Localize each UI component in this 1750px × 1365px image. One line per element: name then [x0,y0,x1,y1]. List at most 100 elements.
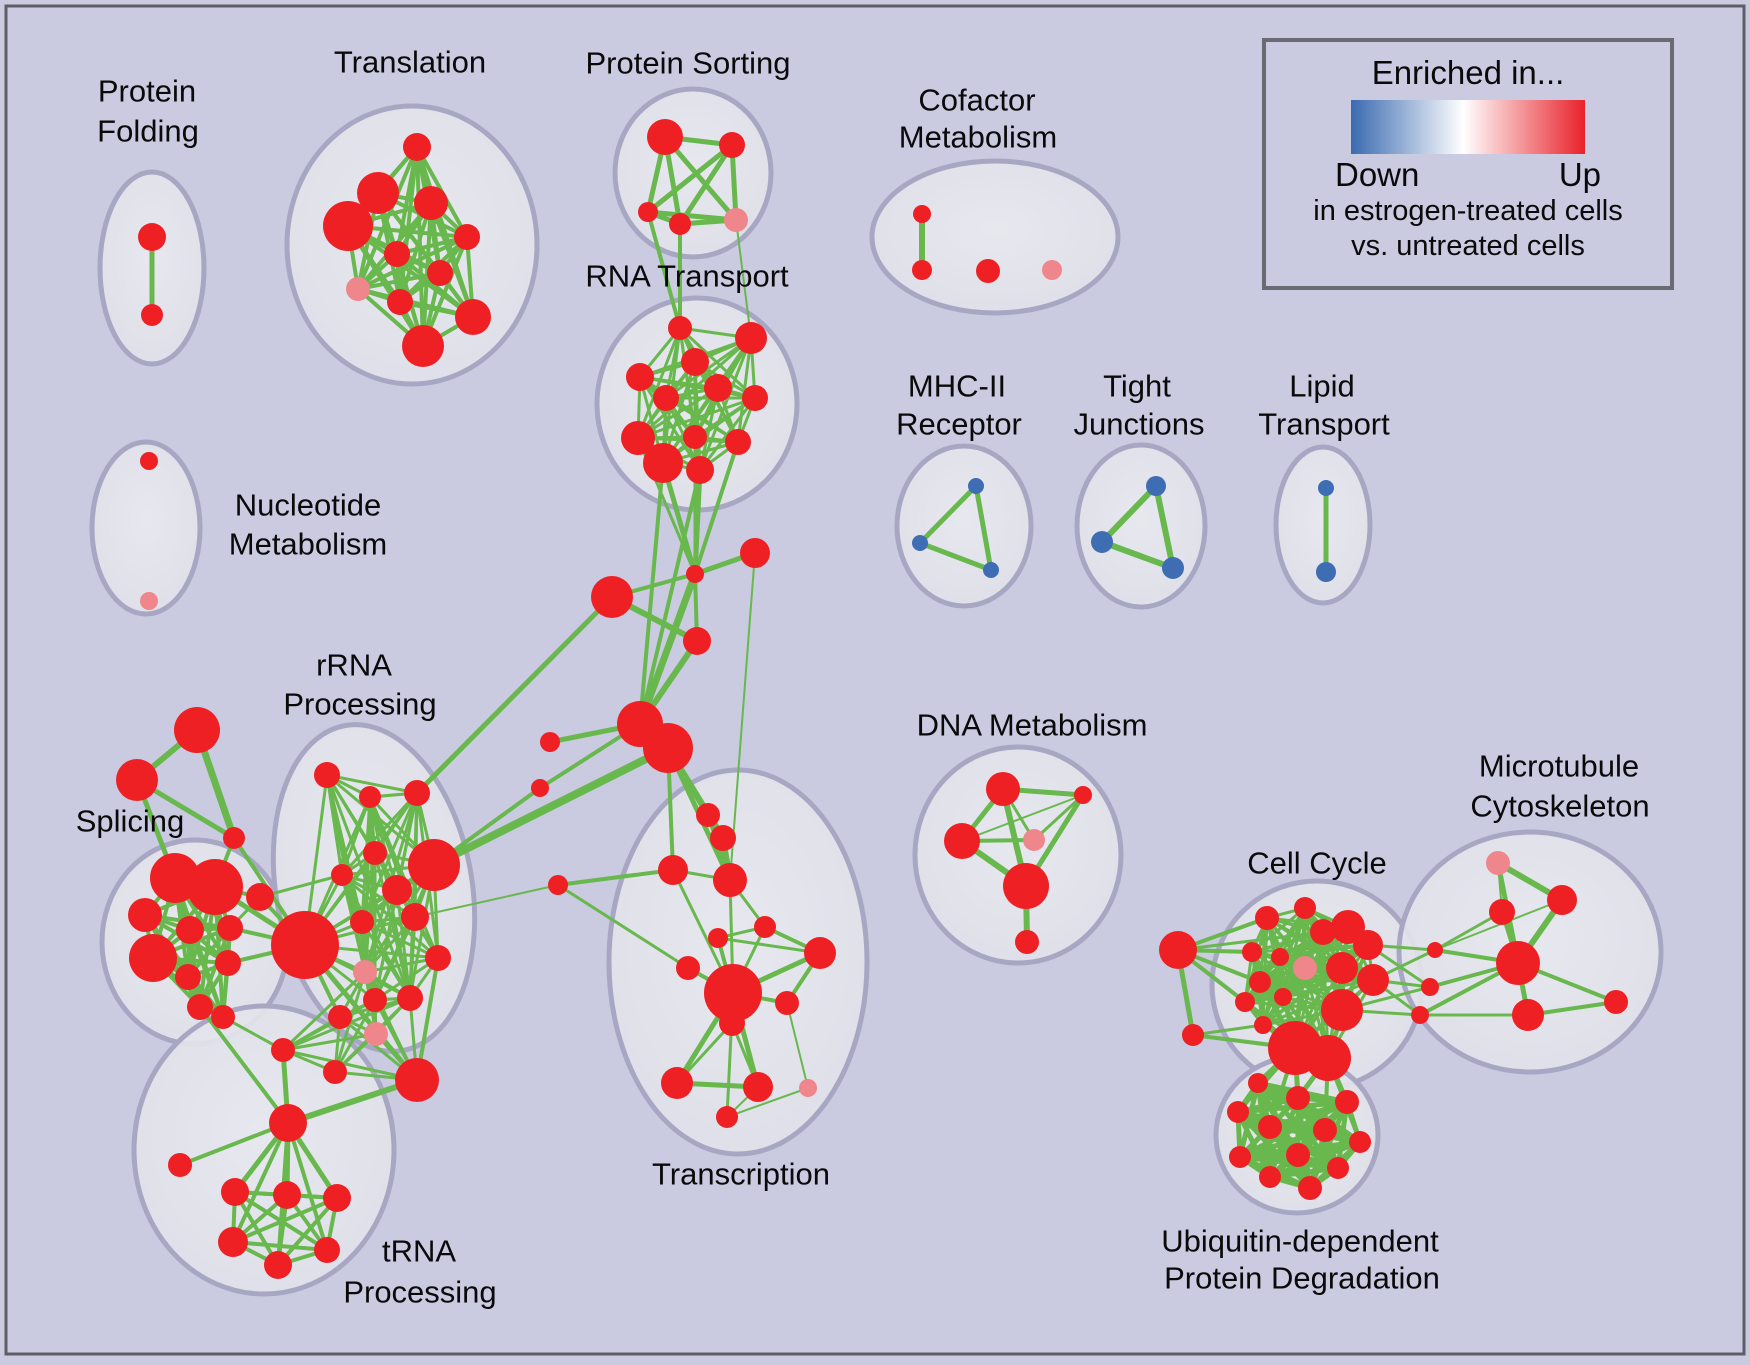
edge-rt12-ch1 [638,468,702,726]
node-tx11-red [719,1010,745,1036]
node-b1-red [328,1005,352,1029]
node-d2-red [1074,786,1092,804]
edge-tx3-tl [556,868,675,887]
node-cb-red [740,538,770,568]
node-cy15-red [1254,1016,1272,1034]
node-cm1-red [913,205,931,223]
node-d3-red [944,823,980,859]
cluster-labels: Protein Folding Translation Protein Sorting… [76,45,1650,1310]
cluster-label-cofactor-metabolism-line2: Metabolism [899,120,1058,155]
node-ps1-red [647,119,683,155]
edge-rt2-rt6 [664,336,753,400]
edge-ps3-rt1 [646,210,682,330]
node-r9-red [350,910,374,934]
node-r8-red [401,903,429,931]
node-h3-red [323,1184,351,1212]
node-trh-red [269,1104,307,1142]
cluster-label-ubiquitin-degradation-line1: Ubiquitin-dependent [1161,1224,1439,1259]
node-hub-red [271,911,339,979]
edge-tx10-tx14 [786,1002,809,1089]
edge-cy11-cy12 [1258,978,1375,984]
node-sp2-red [116,759,158,801]
node-t2-red [357,172,399,214]
node-r7-red [408,839,460,891]
node-u6-red [1313,1118,1337,1142]
node-mc4-red [1604,990,1628,1014]
node-ps5-pink [724,208,748,232]
node-r10-pink [353,960,377,984]
node-ch2-red [643,723,693,773]
cluster-label-dna-metabolism-line1: DNA Metabolism [917,708,1148,743]
edge-cy2-cy15 [1191,1023,1265,1037]
cluster-label-protein-sorting-line1: Protein Sorting [585,46,790,81]
cluster-ellipse-cofactor-metabolism [869,158,1121,316]
cluster-label-mhc-ii-receptor-line2: Receptor [896,407,1022,442]
node-rt12-red [686,456,714,484]
edge-ps1-ps5 [662,134,739,223]
node-ml3-red [1411,1006,1429,1024]
node-cyp-pink [1293,956,1317,980]
cluster-label-translation-line1: Translation [334,45,486,80]
node-cy16-red [1321,989,1363,1031]
node-s6-red [129,934,177,982]
node-cy7-red [1353,930,1383,960]
node-cyb2-red [1305,1035,1351,1081]
edge-cb-tx4 [729,552,756,881]
node-ps4-red [669,213,691,235]
node-lt2-blue [1316,562,1336,582]
node-r1-red [314,762,340,788]
node-cy4-red [1294,897,1316,919]
node-r5-red [331,864,353,886]
edge-m1-m3 [973,483,994,573]
edge-tj1-tj2 [1099,483,1159,545]
node-u10-red [1327,1157,1349,1179]
node-s9-red [187,994,213,1020]
edge-h3-h6 [276,1196,339,1267]
node-s3-red [128,898,162,932]
cluster-label-tight-junctions-line2: Junctions [1074,407,1205,442]
node-tx10-red [775,991,799,1015]
node-pf1-red [138,223,166,251]
node-pf2-red [141,304,163,326]
node-tx2-red [710,825,736,851]
cluster-label-microtubule-cytoskeleton-line2: Cytoskeleton [1470,789,1649,824]
node-ml1-red [1427,942,1443,958]
edge-cyh-cy5 [1176,930,1325,952]
node-cy5-red [1310,919,1336,945]
edge-r9-r12 [360,920,412,1000]
edge-rt11-ch1 [638,461,665,726]
node-b5-red [271,1038,295,1062]
node-ps3-red [638,202,658,222]
cluster-label-lipid-transport-line2: Transport [1258,407,1390,442]
edge-ps5-rt2 [735,219,752,339]
node-r6-red [382,875,412,905]
edge-tj1-tj3 [1153,483,1176,571]
node-t8-pink [346,277,370,301]
edge-r2-r5 [340,795,372,877]
edge-b2-b5 [281,1032,378,1052]
node-u1-red [1248,1073,1268,1093]
edge-u10-u11 [1267,1165,1341,1180]
node-u3-red [1335,1090,1359,1114]
node-tx15-red [716,1106,738,1128]
cluster-label-lipid-transport-line1: Lipid [1289,369,1355,404]
node-cy8-red [1242,942,1262,962]
edge-b3-b5 [281,1048,419,1082]
node-t11-red [402,325,444,367]
node-mhub-red [1496,941,1540,985]
node-t1-red [403,133,431,161]
node-cm4-pink [1042,260,1062,280]
node-cg-red [531,779,549,797]
edge-r5-r8 [340,873,417,919]
node-cy12-red [1249,971,1271,993]
node-rt7-red [742,385,768,411]
edge-r8-r13 [373,915,417,1002]
legend-title: Enriched in... [1371,54,1565,91]
node-s2-red [187,859,243,915]
node-nm1-red [140,452,158,470]
node-rt3-red [681,348,709,376]
node-tx13-red [743,1072,773,1102]
edge-trh-ti [178,1121,290,1167]
node-rt5-red [704,374,732,402]
node-lt1-blue [1318,480,1334,496]
